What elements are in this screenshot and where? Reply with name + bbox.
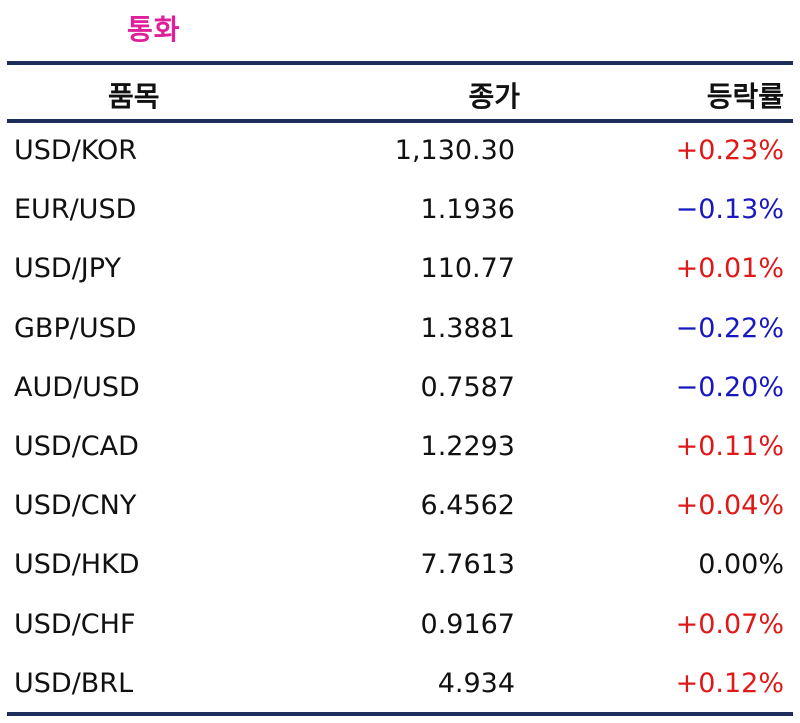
table-row: USD/HKD 7.7613 0.00% <box>0 537 800 596</box>
row-change: −0.20% <box>675 371 784 403</box>
row-change: +0.04% <box>675 490 784 522</box>
row-change: +0.23% <box>675 135 784 166</box>
top-rule <box>7 61 793 65</box>
table-row: USD/CNY 6.4562 +0.04% <box>0 478 800 537</box>
row-item: USD/KOR <box>14 135 138 166</box>
row-change: −0.13% <box>675 194 784 226</box>
row-change: +0.01% <box>675 253 784 285</box>
table-header: 품목 종가 등락률 <box>0 65 800 119</box>
row-item: USD/BRL <box>14 667 134 699</box>
row-item: USD/CNY <box>14 490 137 522</box>
row-change: +0.12% <box>675 667 784 699</box>
table-title: 통화 <box>127 13 181 46</box>
row-close: 6.4562 <box>420 490 515 522</box>
row-item: USD/JPY <box>14 253 121 285</box>
row-item: USD/CAD <box>14 430 139 462</box>
table-row: USD/CAD 1.2293 +0.11% <box>0 419 800 478</box>
table-row: USD/JPY 110.77 +0.01% <box>0 241 800 300</box>
row-item: EUR/USD <box>14 194 137 226</box>
table-row: USD/KOR 1,130.30 +0.23% <box>0 123 800 182</box>
row-item: GBP/USD <box>14 312 137 344</box>
row-close: 1,130.30 <box>394 135 515 166</box>
header-item: 품목 <box>108 80 160 113</box>
row-change: +0.07% <box>675 608 784 640</box>
bottom-rule <box>7 712 793 716</box>
row-item: USD/HKD <box>14 549 140 581</box>
table-row: GBP/USD 1.3881 −0.22% <box>0 301 800 360</box>
row-change: +0.11% <box>675 430 784 462</box>
table-row: AUD/USD 0.7587 −0.20% <box>0 360 800 419</box>
table-row: EUR/USD 1.1936 −0.13% <box>0 182 800 241</box>
header-rule <box>7 119 793 123</box>
row-close: 1.3881 <box>420 312 515 344</box>
row-close: 0.7587 <box>420 371 515 403</box>
row-close: 110.77 <box>420 253 515 285</box>
row-close: 1.1936 <box>420 194 515 226</box>
row-item: USD/CHF <box>14 608 136 640</box>
row-close: 1.2293 <box>420 430 515 462</box>
table-body: USD/KOR 1,130.30 +0.23% EUR/USD 1.1936 −… <box>0 123 800 715</box>
header-close: 종가 <box>468 80 520 113</box>
header-change: 등락률 <box>706 80 784 113</box>
row-close: 0.9167 <box>420 608 515 640</box>
row-change: 0.00% <box>698 549 784 581</box>
row-close: 4.934 <box>437 667 515 699</box>
table-row: USD/BRL 4.934 +0.12% <box>0 656 800 715</box>
row-change: −0.22% <box>675 312 784 344</box>
row-item: AUD/USD <box>14 371 140 403</box>
table-row: USD/CHF 0.9167 +0.07% <box>0 597 800 656</box>
row-close: 7.7613 <box>420 549 515 581</box>
